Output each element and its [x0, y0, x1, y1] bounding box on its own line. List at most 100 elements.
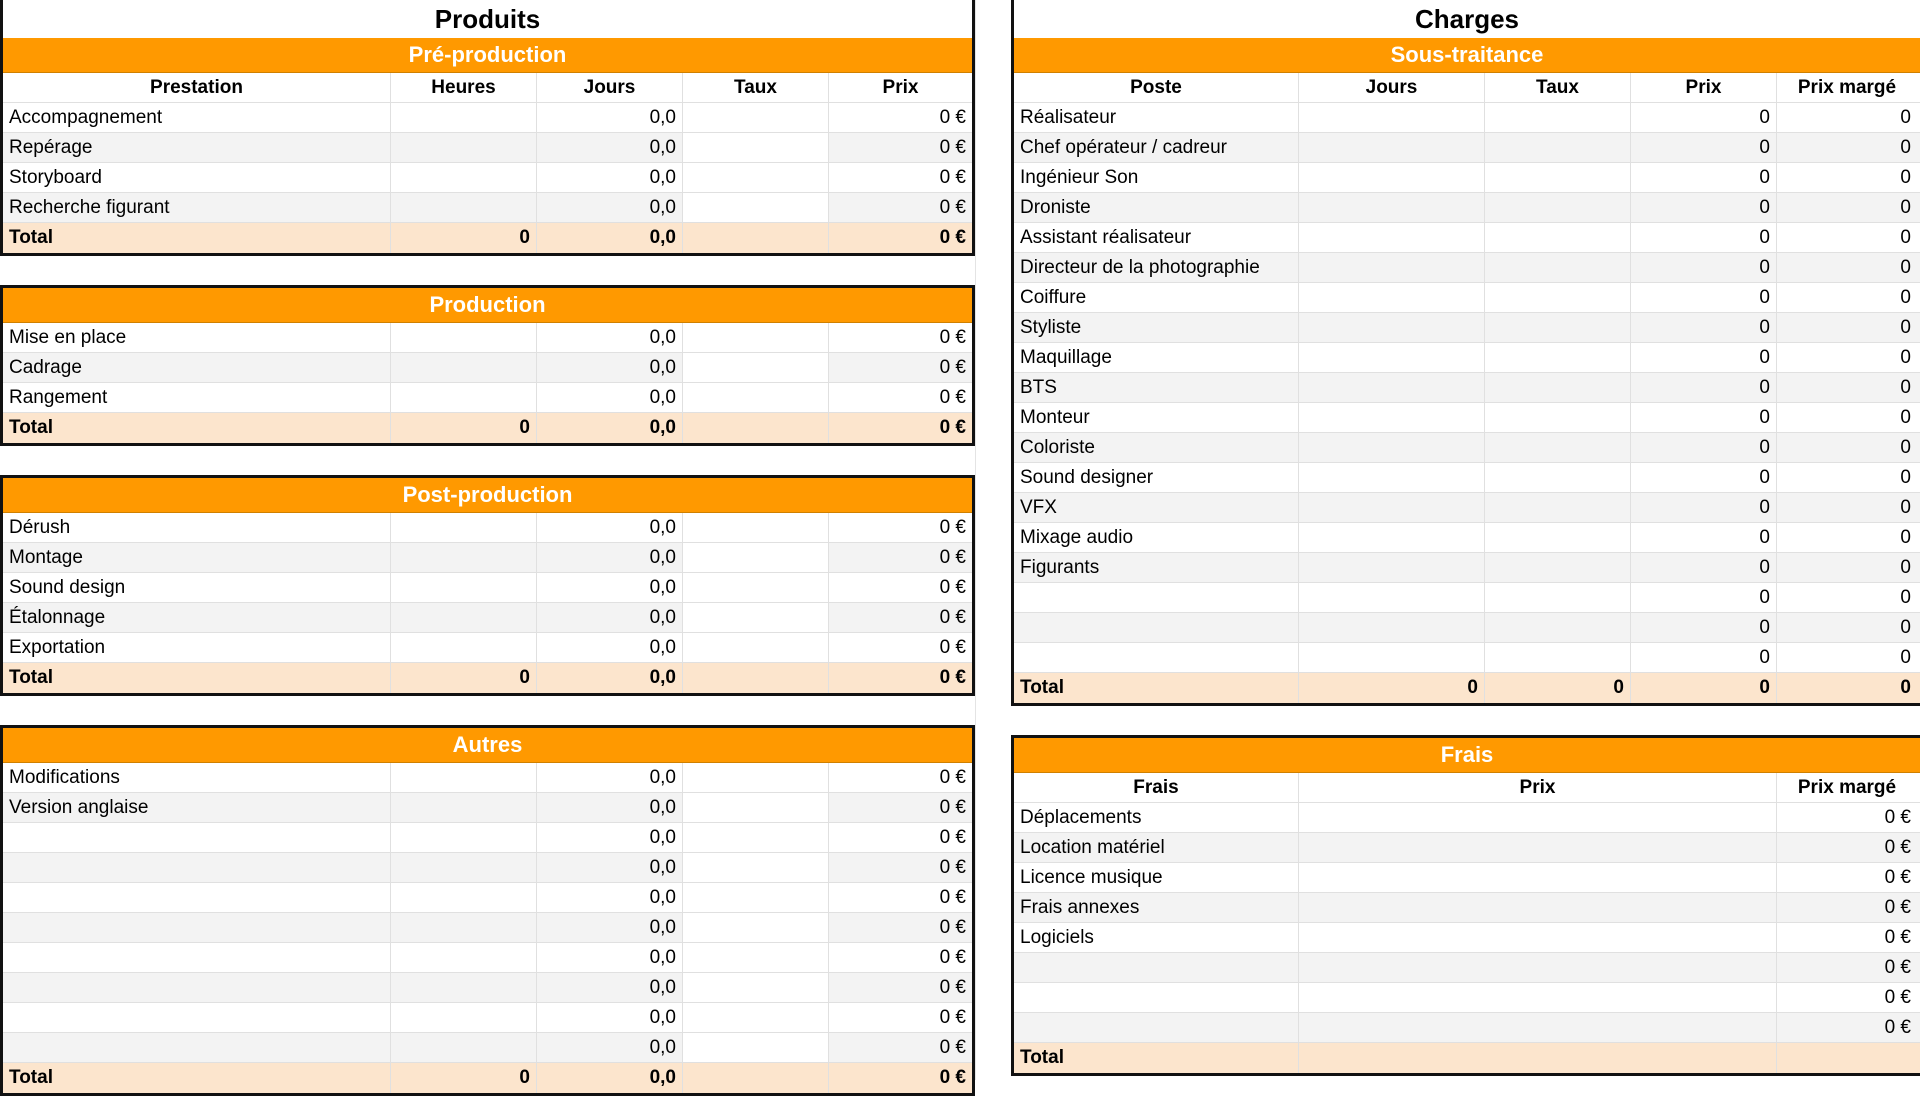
prix-cell[interactable]: 0 — [1631, 133, 1777, 162]
taux-cell[interactable] — [683, 633, 829, 662]
jours-cell[interactable]: 0,0 — [537, 823, 683, 852]
prix-cell[interactable]: 0 — [1631, 463, 1777, 492]
prix-marge-cell[interactable]: 0 € — [1884, 807, 1911, 828]
prix-cell[interactable]: 0 € — [939, 947, 966, 968]
heures-cell[interactable] — [391, 193, 537, 222]
prix-cell[interactable]: 0 € — [939, 977, 966, 998]
prix-marge-cell[interactable]: 0 — [1900, 137, 1911, 158]
heures-cell[interactable] — [391, 913, 537, 942]
prix-cell[interactable]: 0 — [1631, 253, 1777, 282]
prix-marge-cell[interactable]: 0 € — [1884, 957, 1911, 978]
prix-cell[interactable]: 0 — [1631, 583, 1777, 612]
heures-cell[interactable] — [391, 1033, 537, 1062]
prix-cell[interactable]: 0 — [1631, 283, 1777, 312]
jours-cell[interactable]: 0,0 — [537, 103, 683, 132]
total-heures[interactable]: 0 — [391, 1063, 537, 1093]
total-jours[interactable]: 0,0 — [537, 1063, 683, 1093]
jours-cell[interactable]: 0,0 — [537, 163, 683, 192]
prix-marge-cell[interactable]: 0 — [1900, 497, 1911, 518]
poste-cell[interactable]: BTS — [1014, 373, 1299, 402]
heures-cell[interactable] — [391, 383, 537, 412]
jours-cell[interactable] — [1299, 133, 1485, 162]
prestation-cell[interactable] — [3, 883, 391, 912]
prix-cell[interactable] — [1299, 863, 1777, 892]
prestation-cell[interactable]: Étalonnage — [3, 603, 391, 632]
jours-cell[interactable] — [1299, 613, 1485, 642]
jours-cell[interactable] — [1299, 223, 1485, 252]
heures-cell[interactable] — [391, 763, 537, 792]
prestation-cell[interactable] — [3, 1003, 391, 1032]
taux-cell[interactable] — [683, 513, 829, 542]
prix-cell[interactable]: 0 — [1631, 493, 1777, 522]
poste-cell[interactable] — [1014, 613, 1299, 642]
prestation-cell[interactable] — [3, 1033, 391, 1062]
heures-cell[interactable] — [391, 603, 537, 632]
prix-marge-cell[interactable]: 0 — [1900, 167, 1911, 188]
taux-cell[interactable] — [683, 383, 829, 412]
taux-cell[interactable] — [1485, 253, 1631, 282]
heures-cell[interactable] — [391, 883, 537, 912]
prix-cell[interactable] — [1299, 1013, 1777, 1042]
prix-cell[interactable]: 0 € — [939, 137, 966, 158]
jours-cell[interactable] — [1299, 103, 1485, 132]
frais-cell[interactable] — [1014, 953, 1299, 982]
taux-cell[interactable] — [683, 193, 829, 222]
jours-cell[interactable]: 0,0 — [537, 513, 683, 542]
total-prix[interactable]: 0 € — [939, 227, 966, 248]
frais-cell[interactable]: Location matériel — [1014, 833, 1299, 862]
jours-cell[interactable]: 0,0 — [537, 133, 683, 162]
poste-cell[interactable]: Coloriste — [1014, 433, 1299, 462]
jours-cell[interactable] — [1299, 343, 1485, 372]
heures-cell[interactable] — [391, 543, 537, 572]
prix-cell[interactable]: 0 — [1631, 553, 1777, 582]
prix-cell[interactable] — [1299, 983, 1777, 1012]
poste-cell[interactable]: Figurants — [1014, 553, 1299, 582]
prix-marge-cell[interactable]: 0 — [1900, 347, 1911, 368]
poste-cell[interactable]: Directeur de la photographie — [1014, 253, 1299, 282]
prix-cell[interactable]: 0 — [1631, 373, 1777, 402]
prix-cell[interactable] — [1299, 953, 1777, 982]
jours-cell[interactable]: 0,0 — [537, 913, 683, 942]
heures-cell[interactable] — [391, 133, 537, 162]
total-prix-marge[interactable] — [1777, 1043, 1917, 1073]
total-taux[interactable] — [683, 1063, 829, 1093]
prestation-cell[interactable] — [3, 853, 391, 882]
jours-cell[interactable] — [1299, 493, 1485, 522]
jours-cell[interactable] — [1299, 313, 1485, 342]
prestation-cell[interactable]: Version anglaise — [3, 793, 391, 822]
jours-cell[interactable]: 0,0 — [537, 383, 683, 412]
total-label[interactable]: Total — [3, 223, 391, 253]
prix-cell[interactable]: 0 € — [939, 547, 966, 568]
jours-cell[interactable]: 0,0 — [537, 883, 683, 912]
prestation-cell[interactable]: Storyboard — [3, 163, 391, 192]
jours-cell[interactable]: 0,0 — [537, 603, 683, 632]
jours-cell[interactable] — [1299, 403, 1485, 432]
taux-cell[interactable] — [683, 543, 829, 572]
taux-cell[interactable] — [1485, 553, 1631, 582]
column-header[interactable]: Prix margé — [1797, 77, 1897, 98]
jours-cell[interactable]: 0,0 — [537, 1003, 683, 1032]
frais-cell[interactable]: Licence musique — [1014, 863, 1299, 892]
prix-cell[interactable]: 0 € — [939, 1007, 966, 1028]
poste-cell[interactable] — [1014, 643, 1299, 672]
taux-cell[interactable] — [683, 973, 829, 1002]
taux-cell[interactable] — [1485, 493, 1631, 522]
jours-cell[interactable] — [1299, 193, 1485, 222]
taux-cell[interactable] — [1485, 583, 1631, 612]
jours-cell[interactable] — [1299, 553, 1485, 582]
taux-cell[interactable] — [1485, 463, 1631, 492]
prix-cell[interactable]: 0 — [1631, 643, 1777, 672]
column-header[interactable]: Taux — [1485, 73, 1631, 102]
prix-marge-cell[interactable]: 0 — [1900, 407, 1911, 428]
total-taux[interactable] — [683, 663, 829, 693]
prix-cell[interactable]: 0 € — [939, 517, 966, 538]
total-prix-marge[interactable]: 0 — [1900, 677, 1911, 698]
taux-cell[interactable] — [1485, 613, 1631, 642]
jours-cell[interactable]: 0,0 — [537, 353, 683, 382]
prestation-cell[interactable]: Cadrage — [3, 353, 391, 382]
column-header[interactable]: Taux — [683, 73, 829, 102]
prix-cell[interactable]: 0 € — [939, 167, 966, 188]
prix-marge-cell[interactable]: 0 € — [1884, 837, 1911, 858]
prix-marge-cell[interactable]: 0 — [1900, 107, 1911, 128]
total-jours[interactable]: 0 — [1299, 673, 1485, 703]
